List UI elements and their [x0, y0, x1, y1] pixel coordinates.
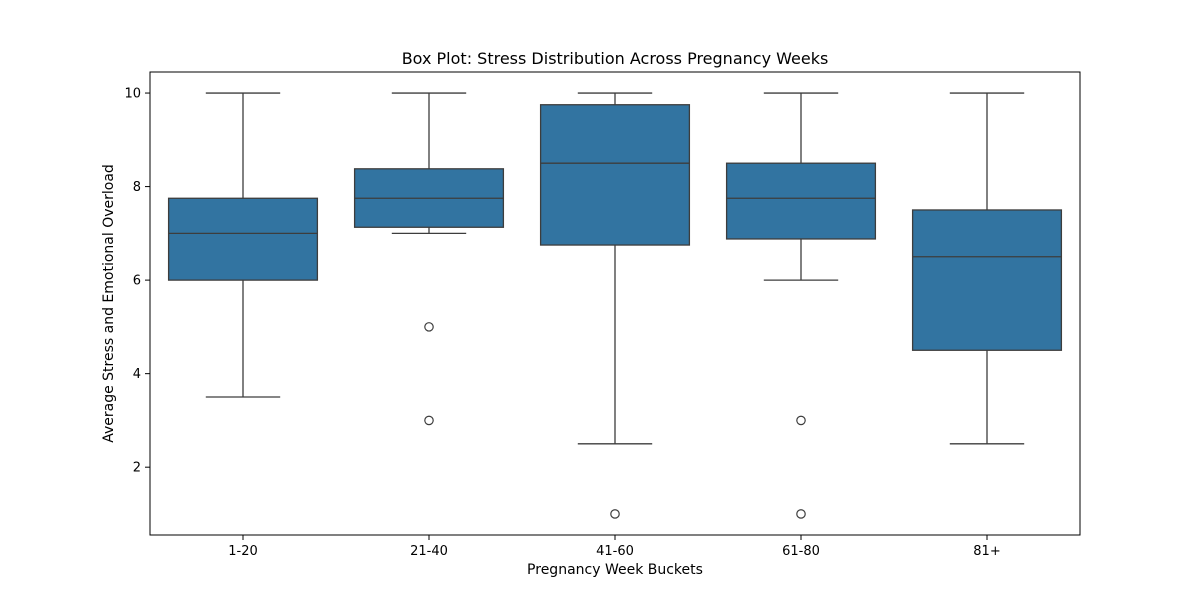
- x-tick-label: 81+: [973, 544, 1000, 559]
- x-tick-label: 21-40: [410, 544, 448, 559]
- x-tick-label: 61-80: [782, 544, 820, 559]
- y-tick-label: 6: [133, 274, 141, 289]
- box-61-80: [725, 92, 877, 519]
- outlier-point: [796, 415, 806, 426]
- iqr-box: [725, 162, 877, 240]
- chart-title: Box Plot: Stress Distribution Across Pre…: [402, 49, 829, 68]
- outlier-point: [610, 509, 620, 519]
- box-1-20: [167, 92, 319, 398]
- y-tick-label: 8: [133, 180, 141, 195]
- x-axis-label: Pregnancy Week Buckets: [527, 562, 703, 578]
- y-tick-label: 4: [133, 367, 141, 382]
- x-axis: 1-20 21-40 41-60 61-80 81+: [228, 535, 1001, 559]
- box-21-40: [353, 92, 505, 426]
- iqr-box: [911, 209, 1063, 351]
- y-axis-label: Average Stress and Emotional Overload: [101, 164, 117, 443]
- outlier-point: [424, 322, 434, 332]
- box-41-60: [539, 92, 691, 519]
- iqr-box: [167, 197, 319, 281]
- box-81+: [911, 92, 1063, 445]
- outlier-point: [424, 415, 434, 426]
- y-axis: 2 4 6 8 10: [124, 87, 150, 476]
- x-tick-label: 1-20: [228, 544, 258, 559]
- outlier-point: [796, 509, 806, 519]
- x-tick-label: 41-60: [596, 544, 634, 559]
- plot-area: [167, 92, 1063, 519]
- y-tick-label: 2: [133, 461, 141, 476]
- y-tick-label: 10: [124, 87, 141, 102]
- iqr-box: [539, 104, 691, 246]
